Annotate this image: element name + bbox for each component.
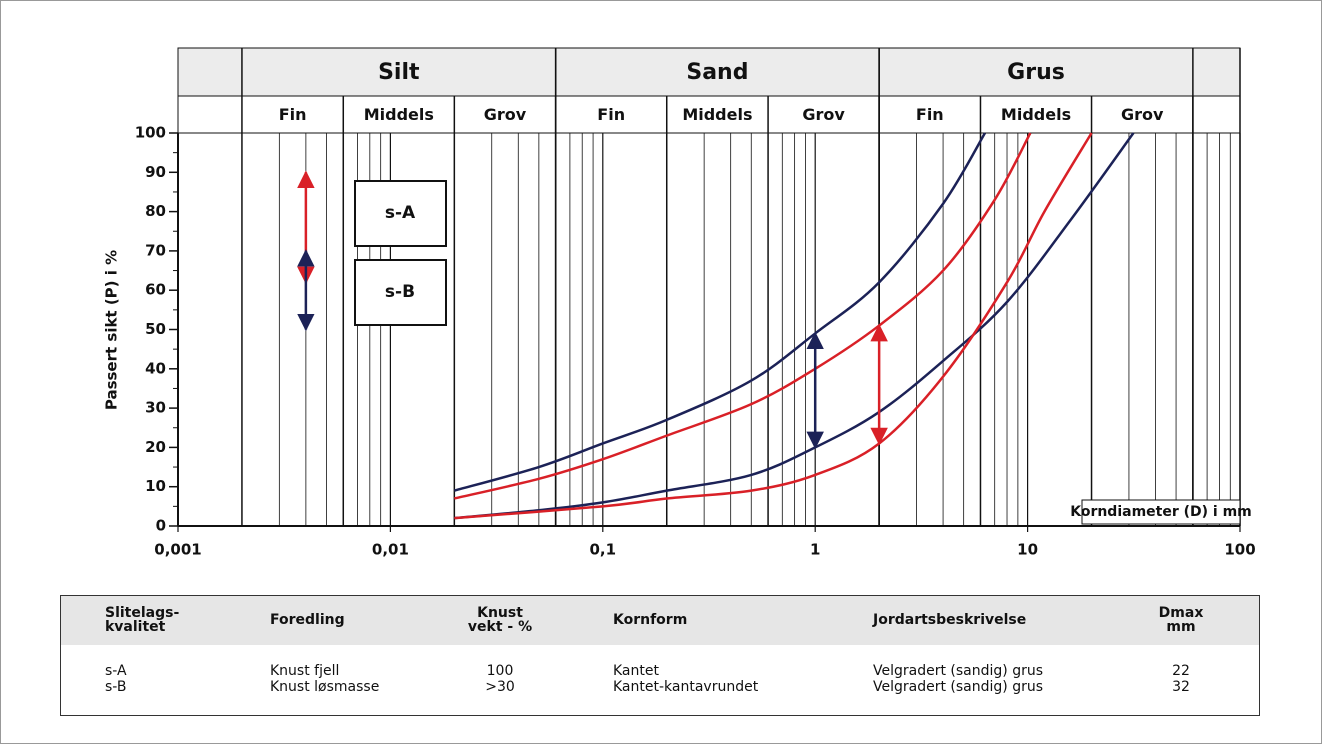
x-axis-label: Korndiameter (D) i mm xyxy=(1070,504,1252,520)
x-tick-label: 0,001 xyxy=(154,541,201,559)
curve xyxy=(454,132,1032,500)
sub-band-label: Grov xyxy=(802,105,845,124)
y-axis-label: Passert sikt (P) i % xyxy=(103,250,121,410)
table-header-bg xyxy=(60,595,1260,645)
table-cell: 22 xyxy=(1172,663,1190,679)
y-tick-label: 100 xyxy=(135,124,166,142)
table-cell: Kantet-kantavrundet xyxy=(613,679,759,695)
x-tick-label: 10 xyxy=(1017,541,1038,559)
sub-band-label: Middels xyxy=(682,105,752,124)
sub-band-label: Middels xyxy=(364,105,434,124)
y-tick-label: 40 xyxy=(145,359,166,377)
sub-band-label: Fin xyxy=(916,105,944,124)
y-tick-label: 20 xyxy=(145,438,166,456)
y-tick-label: 60 xyxy=(145,281,166,299)
band-label: Grus xyxy=(1007,60,1065,85)
table-cell: Knust løsmasse xyxy=(270,679,379,695)
x-tick-label: 1 xyxy=(810,541,820,559)
x-label-box xyxy=(1081,499,1241,525)
curve xyxy=(454,132,1093,520)
table-header: vekt - % xyxy=(468,619,532,635)
legend-box xyxy=(354,259,447,326)
y-tick-label: 0 xyxy=(156,517,166,535)
band-label: Sand xyxy=(686,60,748,85)
table-cell: Kantet xyxy=(613,663,659,679)
y-tick-label: 80 xyxy=(145,202,166,220)
sub-band-label: Grov xyxy=(484,105,527,124)
table-cell: s-B xyxy=(105,679,126,695)
y-tick-label: 90 xyxy=(145,163,166,181)
table-header: Slitelags- xyxy=(105,605,179,621)
table-cell: 32 xyxy=(1172,679,1190,695)
table-header: Jordartsbeskrivelse xyxy=(872,612,1026,628)
x-tick-label: 0,1 xyxy=(590,541,617,559)
table-frame xyxy=(60,595,1260,716)
sub-band-label: Grov xyxy=(1121,105,1164,124)
table-cell: Velgradert (sandig) grus xyxy=(873,663,1043,679)
table-cell: 100 xyxy=(487,663,514,679)
y-tick-label: 50 xyxy=(145,320,166,338)
sub-band-label: Middels xyxy=(1001,105,1071,124)
header-sub-bg xyxy=(177,95,1241,134)
y-tick-label: 10 xyxy=(145,477,166,495)
y-tick-label: 30 xyxy=(145,399,166,417)
table-header: Dmax xyxy=(1159,605,1204,621)
sub-band-label: Fin xyxy=(597,105,625,124)
legend-label: s-A xyxy=(385,203,416,223)
table-cell: Velgradert (sandig) grus xyxy=(873,679,1043,695)
table-cell: >30 xyxy=(485,679,515,695)
legend-box xyxy=(354,180,447,247)
curve xyxy=(454,132,987,492)
band-label: Silt xyxy=(378,60,420,85)
table-header: Knust xyxy=(477,605,523,621)
table-header: kvalitet xyxy=(105,619,166,635)
table-header: Foredling xyxy=(270,612,345,628)
table-cell: Knust fjell xyxy=(270,663,339,679)
y-tick-label: 70 xyxy=(145,241,166,259)
x-tick-label: 100 xyxy=(1224,541,1255,559)
x-tick-label: 0,01 xyxy=(372,541,409,559)
table-cell: s-A xyxy=(105,663,127,679)
legend-label: s-B xyxy=(385,282,415,302)
sub-band-label: Fin xyxy=(279,105,307,124)
table-header: mm xyxy=(1166,619,1195,635)
header-bg xyxy=(177,47,1241,97)
table-header: Kornform xyxy=(613,612,687,628)
